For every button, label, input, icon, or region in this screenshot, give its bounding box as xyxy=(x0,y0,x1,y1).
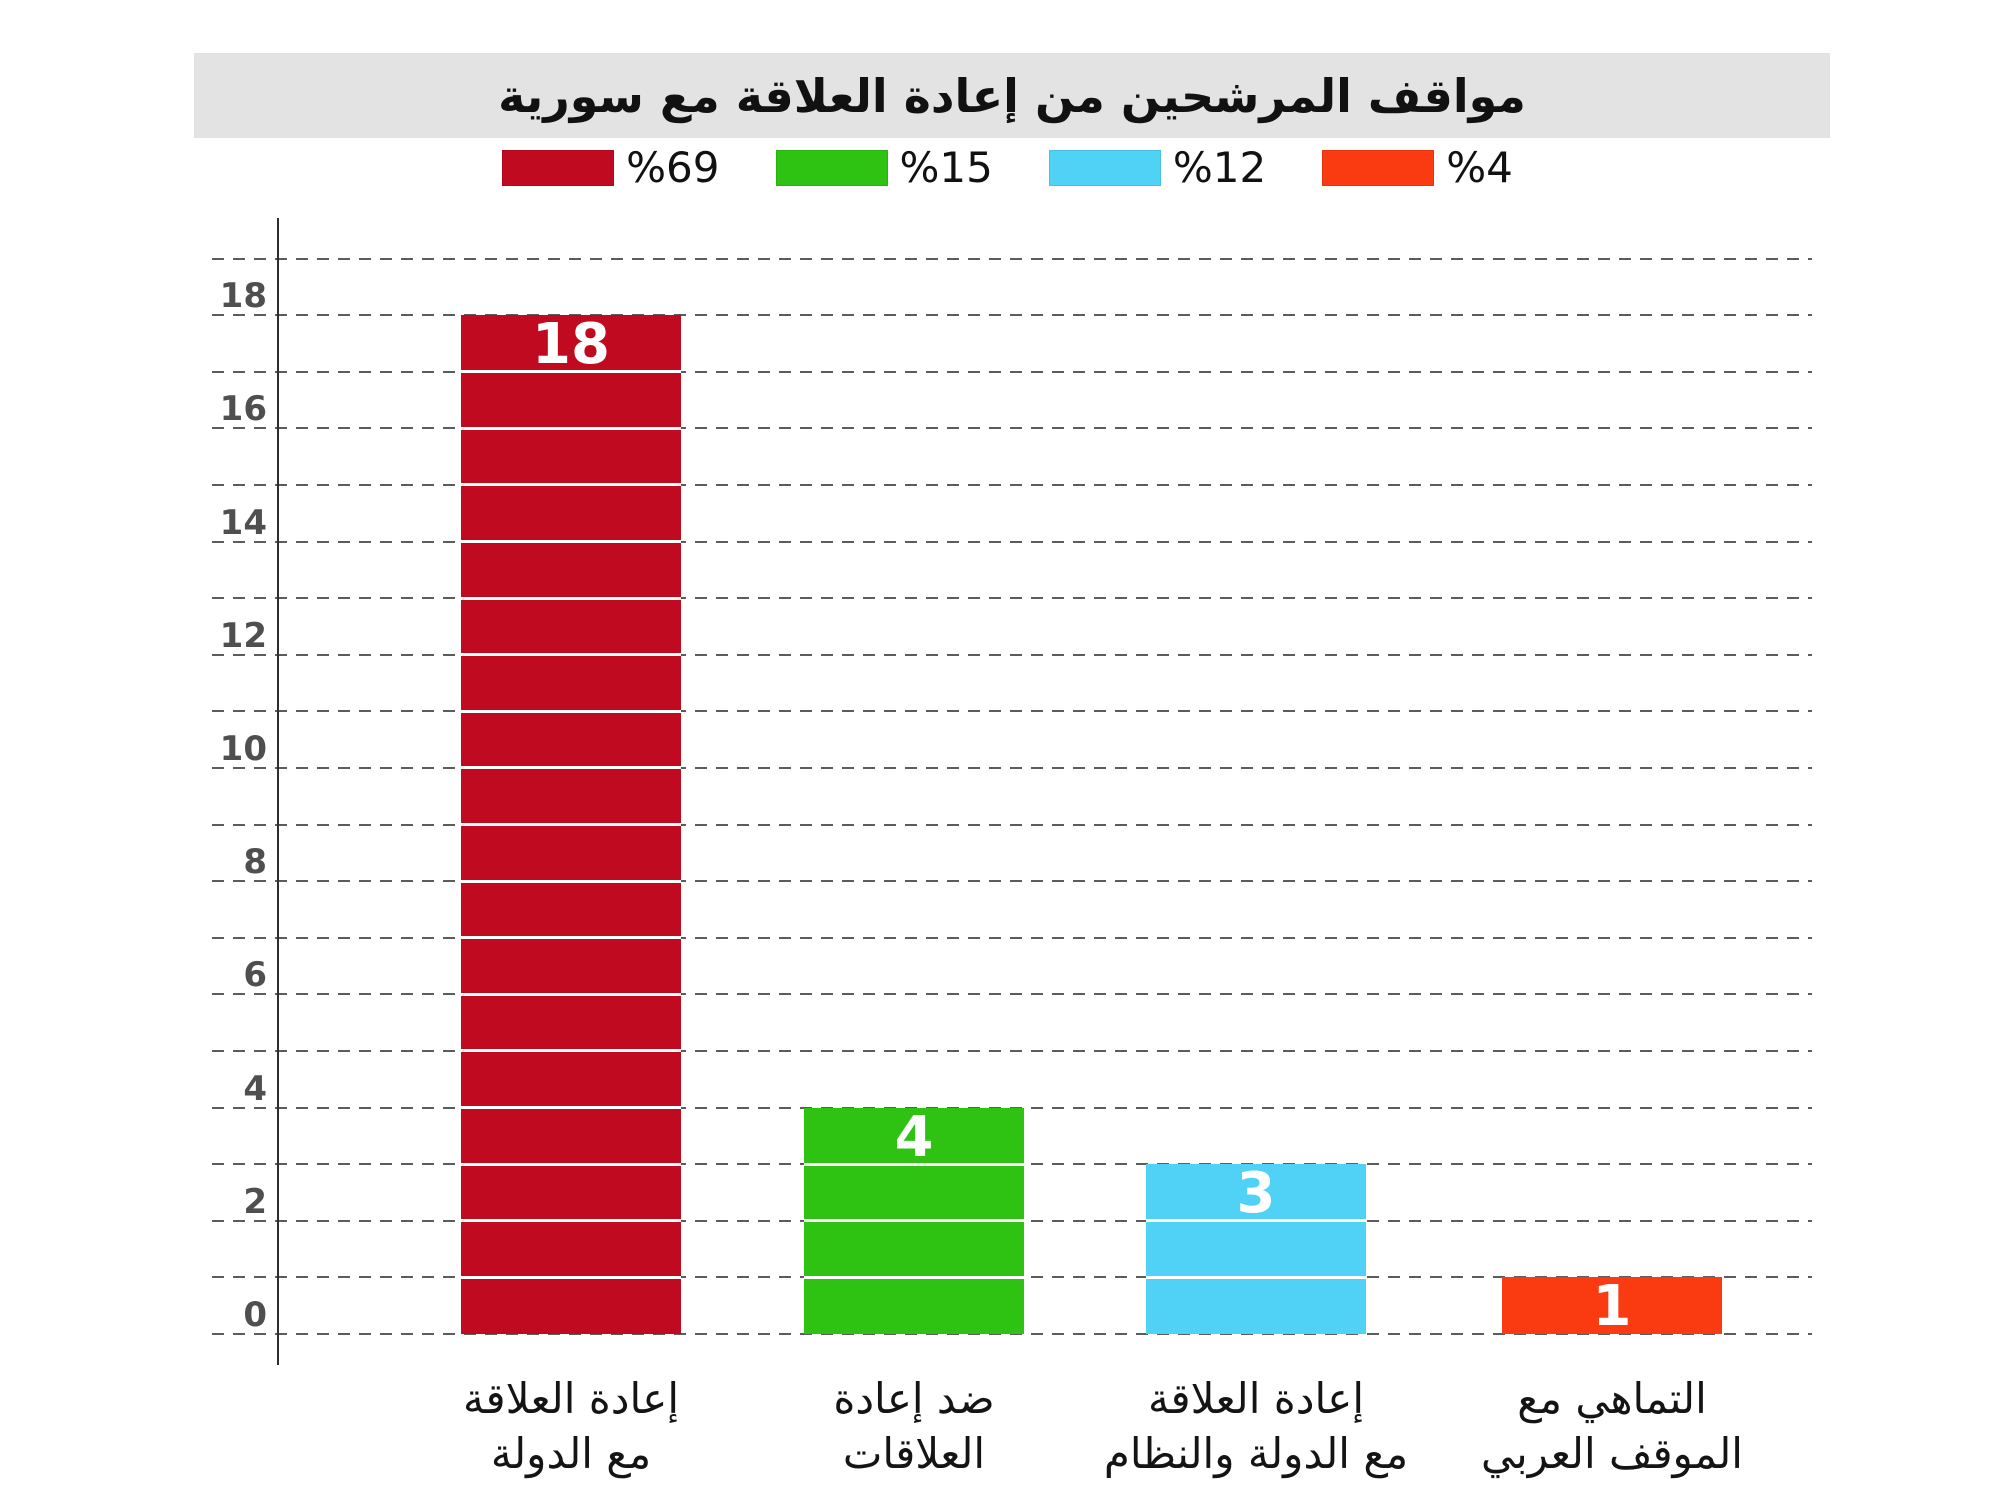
legend-label-orange: %4 xyxy=(1446,143,1513,192)
bar-stripe xyxy=(461,766,681,770)
bar-stripe xyxy=(461,936,681,940)
y-tick-label-8: 8 xyxy=(243,842,267,883)
y-tick-label-14: 14 xyxy=(219,502,267,543)
bar-stripe xyxy=(461,1162,681,1166)
gridline-12 xyxy=(212,653,1812,656)
bar-stripe xyxy=(461,596,681,600)
legend-label-red: %69 xyxy=(626,143,720,192)
gridline-6 xyxy=(212,993,1812,996)
bar-4: 1 xyxy=(1502,1274,1722,1340)
y-axis-line xyxy=(277,218,279,1365)
bar-stripe xyxy=(804,1275,1024,1279)
bar-stripe xyxy=(461,1219,681,1223)
bar-value-label-3: 3 xyxy=(1236,1161,1276,1227)
gridline-18 xyxy=(212,314,1812,317)
gridline-17 xyxy=(212,370,1812,373)
x-category-label-1: إعادة العلاقة مع الدولة xyxy=(391,1372,751,1481)
legend-item-orange: %4 xyxy=(1322,147,1513,189)
bar-stripe xyxy=(461,1275,681,1279)
x-category-label-3: إعادة العلاقة مع الدولة والنظام xyxy=(1076,1372,1436,1481)
gridline-8 xyxy=(212,880,1812,883)
bar-stripe xyxy=(1146,1275,1366,1279)
legend-label-blue: %12 xyxy=(1172,143,1267,192)
gridline-16 xyxy=(212,427,1812,430)
y-tick-label-0: 0 xyxy=(243,1295,267,1335)
legend-item-green: %15 xyxy=(775,143,993,192)
bar-stripe xyxy=(461,483,681,487)
gridline-5 xyxy=(212,1050,1812,1052)
gridline-10 xyxy=(212,767,1812,769)
gridline-0 xyxy=(212,1333,1812,1335)
legend-label-green: %15 xyxy=(899,143,993,192)
bar-stripe xyxy=(461,1049,681,1053)
bar-stripe xyxy=(804,1162,1024,1166)
bar-stripe xyxy=(461,540,681,544)
bar-stripe xyxy=(461,370,681,374)
y-tick-label-16: 16 xyxy=(219,389,267,430)
gridline-7 xyxy=(212,936,1812,939)
gridline-14 xyxy=(212,540,1812,543)
legend-swatch-green xyxy=(775,150,888,186)
x-category-label-line: مع الدولة والنظام xyxy=(1103,1428,1409,1478)
y-tick-label-4: 4 xyxy=(243,1068,267,1109)
x-category-label-line: الموقف العربي xyxy=(1481,1428,1743,1478)
y-tick-label-6: 6 xyxy=(243,955,267,996)
y-tick-label-12: 12 xyxy=(219,615,267,656)
bar-value-label-1: 18 xyxy=(532,312,610,378)
bar-stripe xyxy=(461,879,681,883)
legend-swatch-blue xyxy=(1048,150,1161,186)
legend-item-blue: %12 xyxy=(1048,143,1267,192)
bar-stripe xyxy=(461,992,681,996)
legend-swatch-orange xyxy=(1322,150,1435,186)
x-category-label-line: إعادة العلاقة xyxy=(1148,1374,1364,1423)
y-tick-label-10: 10 xyxy=(219,729,267,769)
bar-value-label-4: 1 xyxy=(1592,1274,1632,1340)
chart-title-bar: مواقف المرشحين من إعادة العلاقة مع سورية xyxy=(194,53,1830,138)
gridline-15 xyxy=(212,484,1812,486)
bar-2: 4 xyxy=(804,1104,1024,1334)
gridline-19 xyxy=(212,257,1812,260)
bar-3: 3 xyxy=(1146,1164,1366,1334)
x-category-label-line: مع الدولة xyxy=(490,1428,652,1478)
bar-value-label-2: 4 xyxy=(894,1104,934,1170)
legend-item-red: %69 xyxy=(502,143,720,192)
gridline-9 xyxy=(212,823,1812,826)
x-category-label-2: ضد إعادة العلاقات xyxy=(734,1372,1094,1481)
chart-title: مواقف المرشحين من إعادة العلاقة مع سورية xyxy=(498,68,1526,123)
x-category-label-4: التماهي مع الموقف العربي xyxy=(1432,1372,1792,1481)
legend-swatch-red xyxy=(502,150,615,186)
y-tick-label-2: 2 xyxy=(243,1181,267,1222)
bar-stripe xyxy=(461,653,681,657)
x-category-label-line: ضد إعادة xyxy=(833,1374,995,1423)
bar-stripe xyxy=(461,709,681,713)
bar-stripe xyxy=(461,823,681,827)
gridline-13 xyxy=(212,597,1812,600)
bar-stripe xyxy=(1146,1219,1366,1223)
bar-stripe xyxy=(461,1106,681,1110)
x-category-label-line: العلاقات xyxy=(842,1428,986,1478)
x-category-label-line: التماهي مع xyxy=(1517,1374,1707,1423)
bar-stripe xyxy=(461,426,681,430)
gridline-11 xyxy=(212,710,1812,713)
x-category-label-line: إعادة العلاقة xyxy=(463,1374,679,1423)
y-tick-label-18: 18 xyxy=(219,276,267,317)
bar-stripe xyxy=(804,1219,1024,1223)
legend: %69 %15 %12 %4 xyxy=(0,143,2015,192)
bar-1: 18 xyxy=(461,315,681,1334)
